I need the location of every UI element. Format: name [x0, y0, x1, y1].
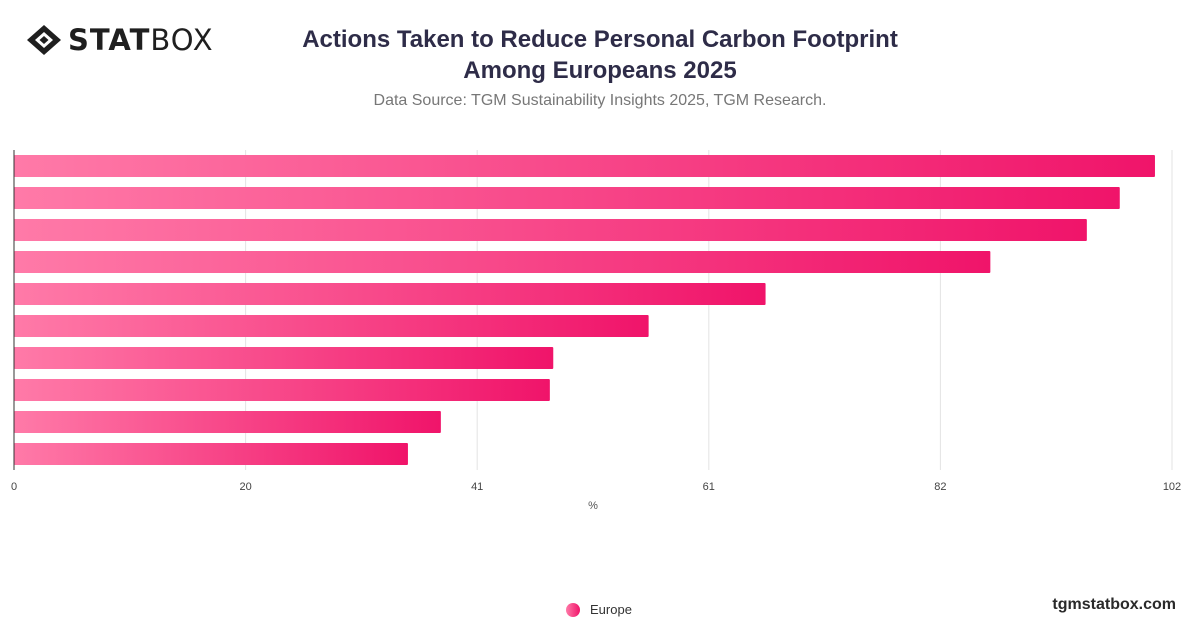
chart-subtitle: Data Source: TGM Sustainability Insights…: [373, 92, 827, 109]
x-axis-ticks: 0 20 41 61 82 102: [11, 481, 1181, 493]
statbox-logo: STATBOX: [26, 22, 214, 58]
x-tick-label: 41: [471, 481, 483, 493]
bar-europe[interactable]: [14, 315, 649, 337]
x-tick-label: 0: [11, 481, 17, 493]
x-tick-label: 82: [934, 481, 946, 493]
legend-europe-label: Europe: [590, 602, 632, 617]
x-tick-label: 61: [703, 481, 715, 493]
x-axis-label: %: [588, 500, 598, 512]
bar-europe[interactable]: [14, 187, 1120, 209]
bars: [14, 155, 1155, 465]
bar-europe[interactable]: [14, 219, 1087, 241]
bar-europe[interactable]: [14, 379, 550, 401]
x-tick-label: 102: [1163, 481, 1181, 493]
legend[interactable]: Europe: [566, 602, 632, 617]
chart-title-line-2: Among Europeans 2025: [463, 57, 737, 84]
logo-wordmark-light: BOX: [150, 23, 214, 57]
bar-europe[interactable]: [14, 283, 766, 305]
x-tick-label: 20: [239, 481, 251, 493]
bar-europe[interactable]: [14, 443, 408, 465]
chart-title: Actions Taken to Reduce Personal Carbon …: [250, 24, 950, 86]
bar-europe[interactable]: [14, 347, 554, 369]
bar-europe[interactable]: [14, 251, 991, 273]
bar-europe[interactable]: [14, 411, 441, 433]
site-url: tgmstatbox.com: [1052, 596, 1176, 613]
logo-wordmark-bold: STAT: [68, 23, 151, 57]
legend-europe-swatch: [566, 602, 580, 617]
logo-wordmark: STATBOX: [68, 22, 214, 58]
diamond-logo-icon: [27, 25, 61, 55]
bar-europe[interactable]: [14, 155, 1155, 177]
chart-title-line-1: Actions Taken to Reduce Personal Carbon …: [302, 26, 898, 53]
